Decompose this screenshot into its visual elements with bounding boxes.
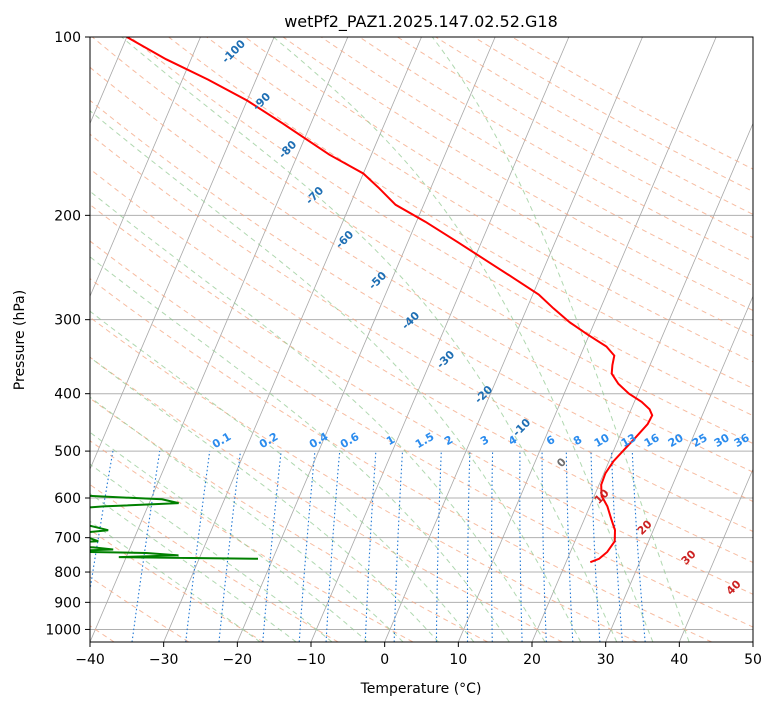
y-tick-label: 600 [54,491,81,507]
isotherm-line [752,640,753,642]
x-tick-label: 50 [744,652,762,668]
mixing-ratio-line [90,451,114,594]
mixing-ratio-line [262,451,282,642]
isotherm-line [605,295,753,642]
y-tick-label: 1000 [45,622,81,638]
moist-adiabat [121,37,618,642]
x-tick-label: 40 [670,652,688,668]
moist-adiabat [273,37,654,642]
background-grid [90,37,753,642]
isotherm-line [236,37,496,642]
isotherm-line [163,37,422,642]
y-tick-label: 900 [54,595,81,611]
moist-adiabat [90,310,475,642]
x-tick-label: 30 [597,652,615,668]
moist-adiabat [90,520,261,642]
dry-adiabat [90,397,488,642]
isotherm-line [90,37,275,471]
y-tick-label: 300 [54,313,81,329]
moist-adiabat [90,396,404,642]
x-tick-label: 0 [380,652,389,668]
moist-adiabat [90,463,333,642]
moist-adiabat [90,190,546,642]
dry-adiabat [206,37,753,363]
y-tick-label: 700 [54,531,81,547]
dry-adiabat [90,203,753,595]
mixing-ratio-line [298,451,316,642]
y-tick-label: 500 [54,444,81,460]
moist-adiabat [90,431,369,642]
moist-adiabat [431,37,690,642]
isotherm-line [90,37,201,298]
dry-adiabat [168,37,753,389]
dry-adiabat [130,37,753,417]
data-series [90,37,654,564]
y-axis-label: Pressure (hPa) [12,290,28,390]
mixing-ratio-line [185,451,211,642]
mixing-ratio-line [218,451,242,642]
axes-ticks: −40 −30 −20 −10 0 10 20 30 40 50 1000 900 800 700 600 5… [45,30,762,668]
plot-frame [89,36,754,643]
dry-adiabat [90,99,753,502]
isotherm-line [384,37,643,642]
plot-background [90,37,753,642]
x-axis-label: Temperature (°C) [360,681,482,697]
dry-adiabat [90,133,753,533]
isotherm-line [531,122,753,642]
dry-adiabat [473,37,753,193]
x-tick-label: 20 [523,652,541,668]
chart-title: wetPf2_PAZ1.2025.147.02.52.G18 [284,12,558,32]
isotherm-line [678,468,753,642]
dry-adiabat [511,37,753,170]
y-tick-label: 200 [54,208,81,224]
y-tick-label: 100 [54,30,81,46]
dry-adiabat [90,66,753,473]
x-tick-label: 10 [449,652,467,668]
y-tick-label: 800 [54,565,81,581]
mixing-ratio-line [631,451,646,642]
moist-adiabat [90,356,439,642]
isotherm-line [457,37,717,642]
dry-adiabat [90,240,753,628]
x-tick-label: −10 [296,652,326,668]
x-tick-label: −30 [149,652,179,668]
dry-adiabat [359,37,753,262]
dry-adiabat [91,37,753,445]
dry-adiabat [90,278,712,642]
x-tick-label: −20 [223,652,253,668]
dry-adiabat [90,168,753,563]
temperature-profile [126,37,654,564]
mixing-ratio-line [131,451,161,642]
x-tick-label: −40 [75,652,105,668]
y-tick-label: 400 [54,387,81,403]
dry-adiabat [244,37,753,337]
moist-adiabat [90,256,510,642]
moist-adiabat [90,110,582,642]
